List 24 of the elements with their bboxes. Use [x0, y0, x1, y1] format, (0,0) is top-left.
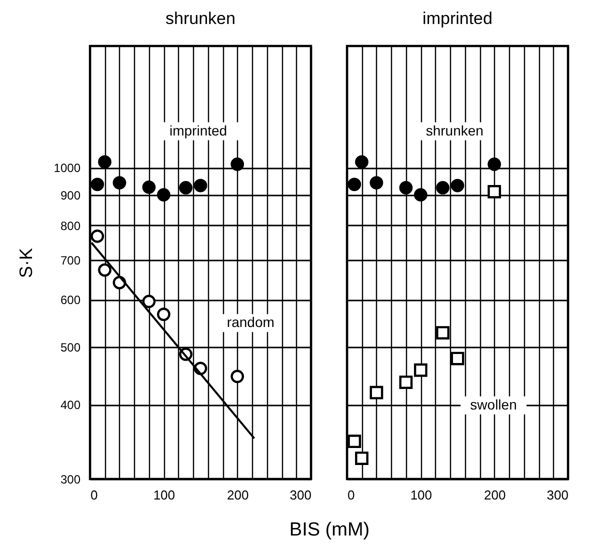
y-tick-label: 700: [60, 253, 81, 268]
y-tick-label: 400: [60, 398, 81, 412]
x-tick-label: 200: [226, 488, 249, 502]
y-tick-label: 600: [60, 293, 81, 308]
x-axis-title: BIS (mM): [289, 520, 370, 540]
y-tick-label: 800: [60, 218, 81, 233]
text: swollen: [470, 396, 517, 412]
x-tick-label: 100: [410, 488, 432, 502]
y-axis-title: S·K: [16, 248, 36, 278]
x-tick-label: 300: [290, 488, 312, 502]
series-label: imprinted: [169, 122, 228, 138]
x-tick-label: 0: [90, 488, 98, 502]
chart-title: shrunken: [166, 9, 236, 28]
chart-title: imprinted: [422, 9, 492, 28]
y-tick-label: 300: [60, 472, 81, 486]
text: random: [226, 314, 274, 330]
y-tick-label: 1000: [54, 161, 81, 176]
x-tick-label: 100: [153, 488, 176, 502]
x-tick-label: 200: [484, 488, 506, 502]
y-tick-label: 900: [60, 188, 81, 202]
x-tick-label: 0: [348, 488, 355, 502]
y-tick-label: 500: [60, 340, 81, 354]
series-label: shrunken: [426, 122, 484, 138]
x-tick-label: 300: [546, 488, 568, 502]
